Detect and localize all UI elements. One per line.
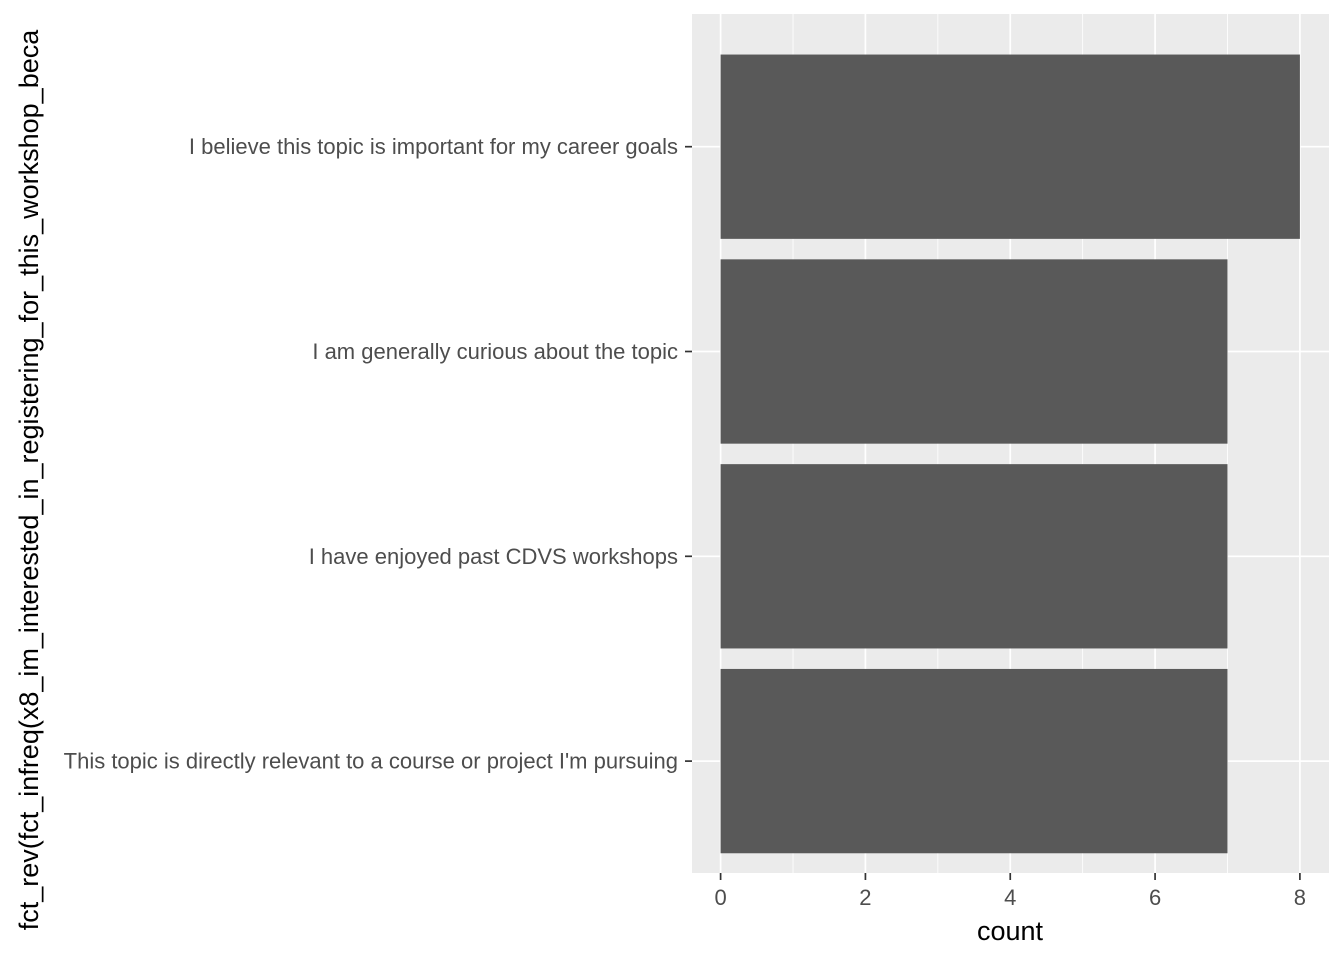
- bar: [720, 668, 1228, 854]
- y-tick-label: This topic is directly relevant to a cou…: [64, 749, 678, 774]
- y-tick-label: I believe this topic is important for my…: [189, 134, 678, 159]
- y-tick-label: I am generally curious about the topic: [312, 339, 678, 364]
- y-axis-tick-labels: I believe this topic is important for my…: [64, 134, 678, 773]
- x-axis-tick-labels: 0 2 4 6 8: [714, 885, 1306, 910]
- bar: [720, 54, 1300, 239]
- y-axis-title: fct_rev(fct_infreq(x8_im_interested_in_r…: [14, 29, 44, 930]
- x-tick-label: 8: [1294, 885, 1306, 910]
- x-tick-label: 2: [859, 885, 871, 910]
- bar: [720, 259, 1228, 444]
- x-tick-label: 0: [714, 885, 726, 910]
- y-axis-ticks: [685, 145, 692, 762]
- x-tick-label: 4: [1004, 885, 1016, 910]
- y-tick-label: I have enjoyed past CDVS workshops: [309, 544, 678, 569]
- x-axis-ticks: [719, 873, 1301, 880]
- x-axis-title: count: [977, 916, 1044, 946]
- x-tick-label: 6: [1149, 885, 1161, 910]
- bars: [720, 54, 1300, 854]
- bar: [720, 464, 1228, 649]
